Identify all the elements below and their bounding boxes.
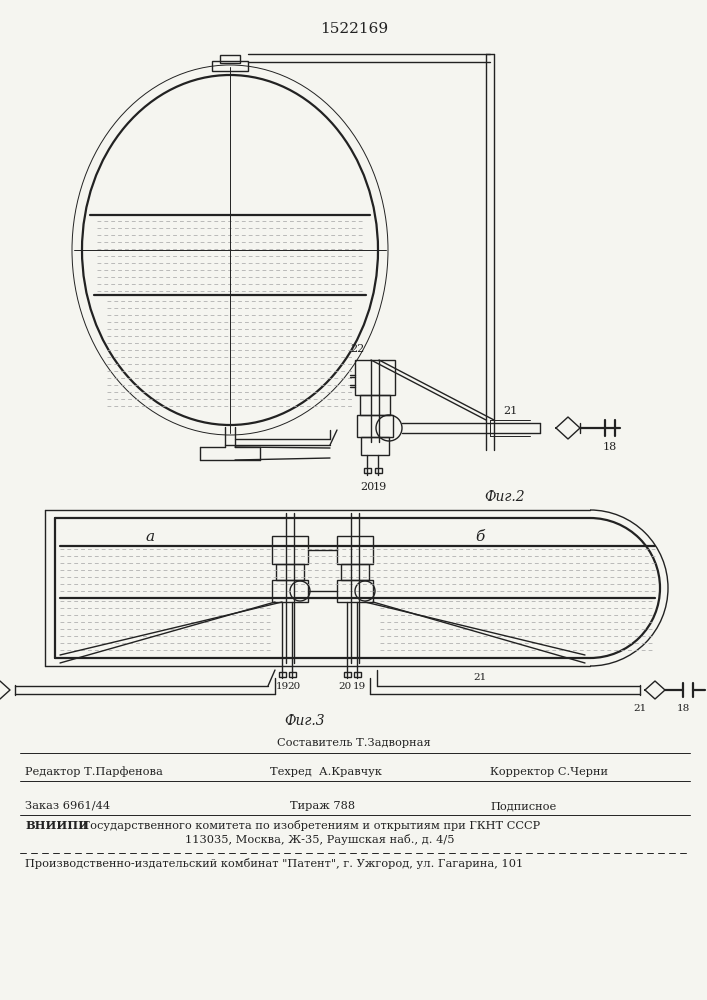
- Bar: [272, 536, 308, 564]
- Text: 22: 22: [350, 344, 364, 354]
- Bar: [357, 415, 393, 437]
- Text: Фиг.2: Фиг.2: [485, 490, 525, 504]
- Text: Редактор Т.Парфенова: Редактор Т.Парфенова: [25, 766, 163, 777]
- Bar: [337, 536, 373, 564]
- Bar: [361, 437, 389, 455]
- Text: ВНИИПИ: ВНИИПИ: [25, 820, 89, 831]
- Text: 18: 18: [677, 704, 689, 713]
- Bar: [360, 395, 390, 415]
- Text: Государственного комитета по изобретениям и открытиям при ГКНТ СССР: Государственного комитета по изобретения…: [79, 820, 540, 831]
- Text: 21: 21: [633, 704, 647, 713]
- Text: 20: 20: [287, 682, 300, 691]
- Bar: [272, 580, 308, 602]
- Text: Фиг.3: Фиг.3: [285, 714, 325, 728]
- Text: Производственно-издательский комбинат "Патент", г. Ужгород, ул. Гагарина, 101: Производственно-издательский комбинат "П…: [25, 858, 523, 869]
- Text: 18: 18: [603, 442, 617, 452]
- Bar: [212, 61, 248, 71]
- Bar: [276, 564, 304, 580]
- Text: 20: 20: [360, 482, 374, 492]
- Bar: [354, 672, 361, 677]
- Bar: [279, 672, 286, 677]
- Text: 19: 19: [275, 682, 288, 691]
- Bar: [344, 672, 351, 677]
- Text: 21: 21: [474, 673, 486, 682]
- Text: 19: 19: [373, 482, 387, 492]
- Text: Техред  А.Кравчук: Техред А.Кравчук: [270, 767, 382, 777]
- Text: Составитель Т.Задворная: Составитель Т.Задворная: [277, 738, 431, 748]
- Text: Тираж 788: Тираж 788: [290, 801, 355, 811]
- Bar: [375, 468, 382, 473]
- Bar: [355, 360, 395, 395]
- Text: а: а: [146, 530, 155, 544]
- Bar: [337, 580, 373, 602]
- Bar: [220, 55, 240, 63]
- Text: б: б: [475, 530, 484, 544]
- Text: 21: 21: [503, 406, 517, 416]
- Text: Корректор С.Черни: Корректор С.Черни: [490, 767, 608, 777]
- Text: 19: 19: [352, 682, 366, 691]
- Text: Заказ 6961/44: Заказ 6961/44: [25, 801, 110, 811]
- Bar: [364, 468, 371, 473]
- Text: 1522169: 1522169: [320, 22, 388, 36]
- Bar: [341, 564, 369, 580]
- Text: 20: 20: [339, 682, 351, 691]
- Text: 113035, Москва, Ж-35, Раушская наб., д. 4/5: 113035, Москва, Ж-35, Раушская наб., д. …: [185, 834, 455, 845]
- Text: Подписное: Подписное: [490, 801, 556, 811]
- Bar: [289, 672, 296, 677]
